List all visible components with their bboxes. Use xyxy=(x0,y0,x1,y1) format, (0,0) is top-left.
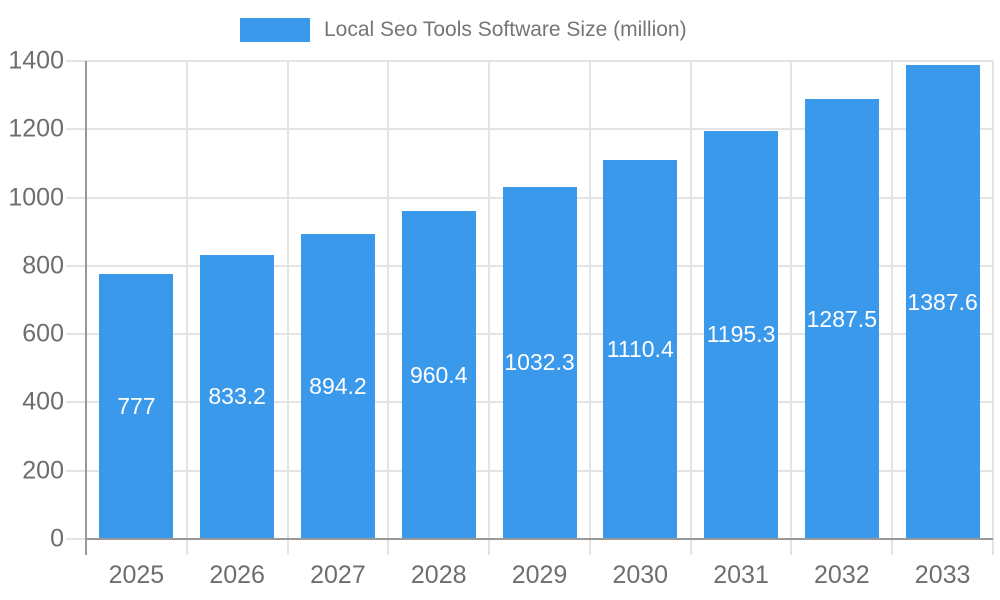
bar-2029[interactable]: 1032.3 xyxy=(502,186,577,539)
bar-value-label: 1195.3 xyxy=(706,321,776,348)
bar-2031[interactable]: 1195.3 xyxy=(704,130,779,539)
bar-2030[interactable]: 1110.4 xyxy=(603,159,678,539)
x-gridline xyxy=(992,61,994,539)
x-axis-label-2028: 2028 xyxy=(410,561,467,589)
x-axis-label-2033: 2033 xyxy=(914,561,971,589)
x-axis-tick xyxy=(992,539,994,555)
y-axis-label: 0 xyxy=(50,524,64,553)
x-axis-tick xyxy=(185,539,188,555)
x-gridline xyxy=(588,61,591,539)
x-axis-label-2026: 2026 xyxy=(209,561,265,589)
legend-label[interactable]: Local Seo Tools Software Size (million) xyxy=(324,18,687,41)
x-axis-tick xyxy=(488,539,491,555)
x-gridline xyxy=(488,61,491,539)
bar-value-label: 960.4 xyxy=(409,361,468,388)
y-axis-tick xyxy=(66,469,86,472)
bar-2032[interactable]: 1287.5 xyxy=(804,99,879,539)
x-axis-tick xyxy=(588,539,591,555)
bar-2028[interactable]: 960.4 xyxy=(401,211,476,539)
x-axis-label-2030: 2030 xyxy=(612,561,669,589)
x-axis-line xyxy=(86,538,993,540)
bar-value-label: 833.2 xyxy=(208,383,266,410)
y-axis-label: 200 xyxy=(22,456,64,485)
x-axis-tick xyxy=(689,539,692,555)
y-axis-tick xyxy=(66,128,86,131)
y-axis-label: 1400 xyxy=(8,46,64,75)
y-axis-line xyxy=(85,61,87,539)
bar-2026[interactable]: 833.2 xyxy=(200,254,275,539)
x-axis-tick xyxy=(85,539,87,555)
bar-value-label: 1387.6 xyxy=(907,288,978,315)
x-gridline xyxy=(286,61,289,539)
y-axis-tick xyxy=(66,538,86,540)
x-axis-label-2031: 2031 xyxy=(713,561,769,589)
y-axis-tick xyxy=(66,60,86,62)
bar-2033[interactable]: 1387.6 xyxy=(905,65,980,539)
x-axis-label-2032: 2032 xyxy=(814,561,870,589)
x-gridline xyxy=(185,61,188,539)
y-axis-label: 400 xyxy=(22,387,64,416)
x-axis-tick xyxy=(387,539,390,555)
bar-value-label: 1110.4 xyxy=(606,335,674,362)
bar-2025[interactable]: 777 xyxy=(99,273,174,539)
x-gridline xyxy=(387,61,390,539)
y-axis-tick xyxy=(66,196,86,199)
y-axis-tick xyxy=(66,401,86,404)
y-gridline xyxy=(86,60,993,62)
bar-2027[interactable]: 894.2 xyxy=(300,233,375,539)
y-axis-label: 600 xyxy=(22,319,64,348)
bar-value-label: 777 xyxy=(117,392,156,419)
y-axis-label: 1200 xyxy=(8,114,64,143)
bar-value-label: 894.2 xyxy=(309,372,367,399)
x-axis-tick xyxy=(891,539,894,555)
y-gridline xyxy=(86,128,993,131)
x-axis-tick xyxy=(790,539,793,555)
bar-value-label: 1032.3 xyxy=(504,349,575,376)
legend-swatch[interactable] xyxy=(240,18,310,42)
bar-value-label: 1287.5 xyxy=(806,305,877,332)
y-axis-tick xyxy=(66,333,86,336)
x-gridline xyxy=(790,61,793,539)
y-axis-label: 800 xyxy=(22,251,64,280)
y-axis-label: 1000 xyxy=(8,183,64,212)
x-axis-label-2027: 2027 xyxy=(310,561,366,589)
legend[interactable]: Local Seo Tools Software Size (million) xyxy=(240,18,687,42)
x-axis-label-2025: 2025 xyxy=(108,561,165,589)
x-gridline xyxy=(689,61,692,539)
y-axis-tick xyxy=(66,264,86,267)
x-axis-tick xyxy=(286,539,289,555)
x-axis-label-2029: 2029 xyxy=(511,561,568,589)
x-gridline xyxy=(891,61,894,539)
